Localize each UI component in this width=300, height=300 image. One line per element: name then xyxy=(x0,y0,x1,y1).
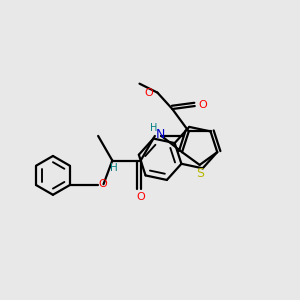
Text: O: O xyxy=(136,192,145,202)
Text: H: H xyxy=(150,123,157,133)
Text: N: N xyxy=(156,128,166,141)
Text: S: S xyxy=(196,167,204,180)
Text: O: O xyxy=(98,178,107,189)
Text: H: H xyxy=(110,163,118,173)
Text: O: O xyxy=(145,88,153,98)
Text: O: O xyxy=(199,100,208,110)
